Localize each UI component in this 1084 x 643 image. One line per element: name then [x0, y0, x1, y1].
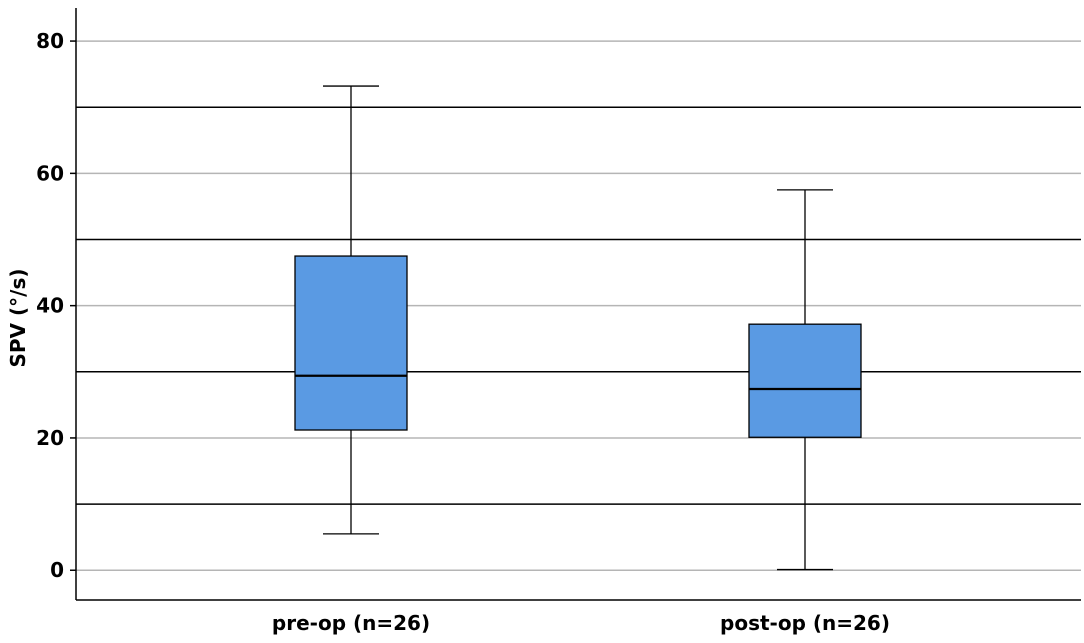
grid-layer [76, 40, 1081, 571]
y-tick-label-20: 20 [36, 426, 64, 450]
y-axis-title: SPV (°/s) [6, 269, 30, 368]
x-category-label-pre-op: pre-op (n=26) [272, 611, 430, 635]
box-layer [294, 85, 862, 571]
y-tick-label-60: 60 [36, 161, 64, 185]
label-layer: 0 20 40 60 80 pre-op (n=26) post-op (n=26) [36, 29, 890, 635]
box-post-op [748, 189, 862, 571]
x-category-label-post-op: post-op (n=26) [720, 611, 890, 635]
iqr-box [294, 255, 408, 431]
iqr-box [748, 323, 862, 438]
box-pre-op [294, 85, 408, 535]
y-tick-label-80: 80 [36, 29, 64, 53]
y-tick-label-0: 0 [50, 558, 64, 582]
axis-layer [70, 8, 1081, 601]
y-tick-label-40: 40 [36, 294, 64, 318]
